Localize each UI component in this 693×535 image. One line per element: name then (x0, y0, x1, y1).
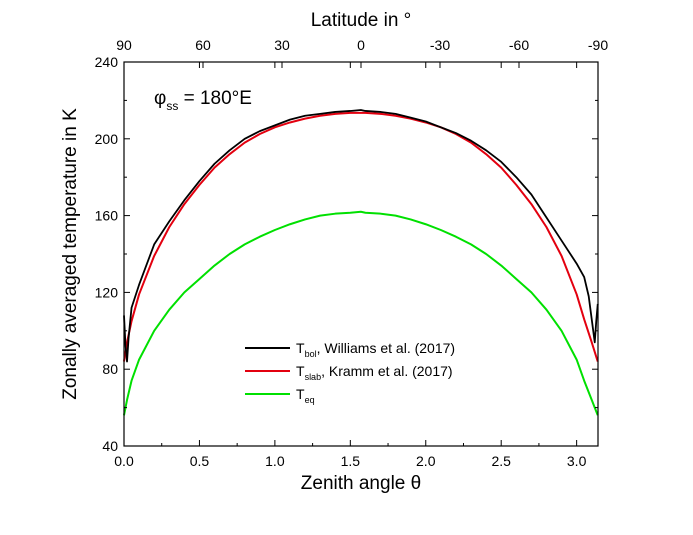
top-axis-title: Latitude in ° (311, 10, 412, 31)
legend-label-teq: Teq (296, 386, 315, 405)
x-tick-label: 0.0 (114, 453, 134, 469)
x-axis-title: Zenith angle θ (301, 473, 421, 494)
annotation-subscript: ss (166, 99, 178, 113)
y-axis-title: Zonally averaged temperature in K (60, 108, 81, 400)
y-tick-label: 40 (102, 438, 118, 454)
y-tick-label: 240 (95, 54, 119, 70)
top-tick-label: 90 (116, 37, 132, 53)
subsolar-annotation: φss = 180°E (154, 88, 252, 113)
legend-main: T (296, 363, 305, 379)
legend-sub: eq (305, 395, 315, 405)
legend-sub: bol (305, 349, 317, 359)
ticks-layer: 0.0 0.5 1.0 1.5 2.0 2.5 3.0 90 60 30 0 -30 -60 -90 40 8… (95, 37, 609, 469)
legend-sub: slab (305, 372, 322, 382)
y-tick-label: 80 (102, 361, 118, 377)
legend-main: T (296, 340, 305, 356)
x-tick-label: 2.0 (416, 453, 436, 469)
annotation-value: = 180°E (178, 88, 252, 109)
series-line-teq (123, 210, 599, 416)
legend-main: T (296, 386, 305, 402)
series-line-tslab (123, 111, 599, 362)
y-tick-label: 200 (95, 131, 119, 147)
annotation-text: φss = 180°E (154, 88, 252, 113)
top-tick-label: -90 (588, 37, 608, 53)
legend-rest: , Kramm et al. (2017) (321, 363, 453, 379)
top-tick-label: -60 (509, 37, 529, 53)
top-tick-label: 0 (357, 37, 365, 53)
x-tick-label: 1.5 (341, 453, 361, 469)
series-layer (123, 109, 599, 416)
series-line-tbol (123, 109, 599, 363)
x-tick-label: 0.5 (190, 453, 210, 469)
legend-label-tslab: Tslab, Kramm et al. (2017) (296, 363, 453, 382)
legend: Tbol, Williams et al. (2017)Tslab, Kramm… (245, 340, 455, 405)
top-tick-label: 30 (274, 37, 290, 53)
legend-rest: , Williams et al. (2017) (317, 340, 455, 356)
legend-label-tbol: Tbol, Williams et al. (2017) (296, 340, 455, 359)
x-tick-label: 1.0 (265, 453, 285, 469)
x-tick-label: 2.5 (491, 453, 511, 469)
x-tick-label: 3.0 (567, 453, 587, 469)
plot-frame (123, 61, 599, 447)
top-tick-label: -30 (430, 37, 450, 53)
y-tick-label: 160 (95, 208, 119, 224)
y-tick-label: 120 (95, 284, 119, 300)
annotation-symbol: φ (154, 88, 166, 109)
top-tick-label: 60 (195, 37, 211, 53)
